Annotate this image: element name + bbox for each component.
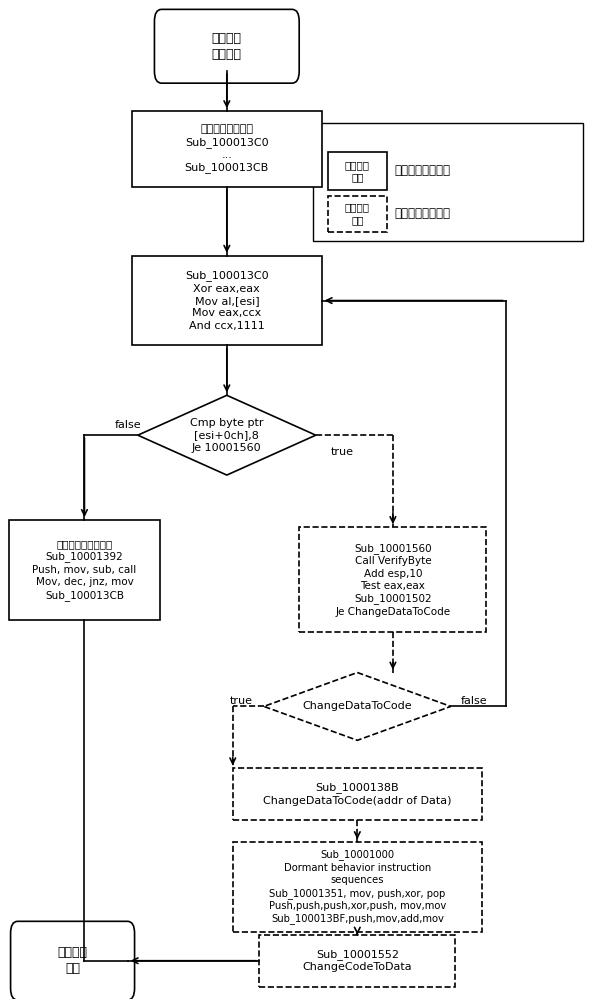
Text: 隐匿行为指令序列: 隐匿行为指令序列 bbox=[394, 207, 450, 220]
Text: 实框线条
代表: 实框线条 代表 bbox=[345, 160, 370, 182]
Text: 公开行为指令序列: 公开行为指令序列 bbox=[394, 164, 450, 177]
FancyBboxPatch shape bbox=[9, 520, 160, 620]
FancyBboxPatch shape bbox=[259, 935, 455, 987]
FancyBboxPatch shape bbox=[328, 152, 387, 190]
Polygon shape bbox=[138, 395, 316, 475]
FancyBboxPatch shape bbox=[299, 527, 486, 632]
FancyBboxPatch shape bbox=[233, 842, 482, 932]
FancyBboxPatch shape bbox=[154, 9, 299, 83]
FancyBboxPatch shape bbox=[313, 123, 583, 241]
Text: ChangeDataToCode: ChangeDataToCode bbox=[303, 701, 412, 711]
Text: 消息解析
结果: 消息解析 结果 bbox=[58, 946, 88, 975]
Text: Sub_100013C0
Xor eax,eax
Mov al,[esi]
Mov eax,ccx
And ccx,1111: Sub_100013C0 Xor eax,eax Mov al,[esi] Mo… bbox=[185, 270, 269, 331]
Text: Sub_1000138B
ChangeDataToCode(addr of Data): Sub_1000138B ChangeDataToCode(addr of Da… bbox=[263, 783, 452, 806]
Text: Sub_10001552
ChangeCodeToData: Sub_10001552 ChangeCodeToData bbox=[303, 949, 412, 972]
Text: Sub_10001000
Dormant behavior instruction
sequences
Sub_10001351, mov, push,xor,: Sub_10001000 Dormant behavior instructio… bbox=[269, 850, 446, 924]
FancyBboxPatch shape bbox=[328, 196, 387, 232]
Polygon shape bbox=[264, 673, 451, 740]
Text: Cmp byte ptr
[esi+0ch],8
Je 10001560: Cmp byte ptr [esi+0ch],8 Je 10001560 bbox=[190, 418, 263, 453]
Text: 捕获到的指令序列
Sub_100013C0
...
Sub_100013CB: 捕获到的指令序列 Sub_100013C0 ... Sub_100013CB bbox=[185, 124, 269, 173]
Text: true: true bbox=[331, 447, 353, 457]
FancyBboxPatch shape bbox=[233, 768, 482, 820]
FancyBboxPatch shape bbox=[132, 111, 322, 187]
Text: 协议消息
解析开始: 协议消息 解析开始 bbox=[212, 32, 242, 61]
FancyBboxPatch shape bbox=[11, 921, 135, 1000]
Text: 公开执行的指令序列
Sub_10001392
Push, mov, sub, call
Mov, dec, jnz, mov
Sub_100013CB: 公开执行的指令序列 Sub_10001392 Push, mov, sub, c… bbox=[32, 539, 136, 601]
Text: 虚框线条
代表: 虚框线条 代表 bbox=[345, 203, 370, 225]
Text: false: false bbox=[114, 420, 141, 430]
FancyBboxPatch shape bbox=[132, 256, 322, 345]
Text: true: true bbox=[229, 696, 252, 706]
Text: Sub_10001560
Call VerifyByte
Add esp,10
Test eax,eax
Sub_10001502
Je ChangeDataT: Sub_10001560 Call VerifyByte Add esp,10 … bbox=[336, 543, 451, 617]
Text: false: false bbox=[461, 696, 488, 706]
